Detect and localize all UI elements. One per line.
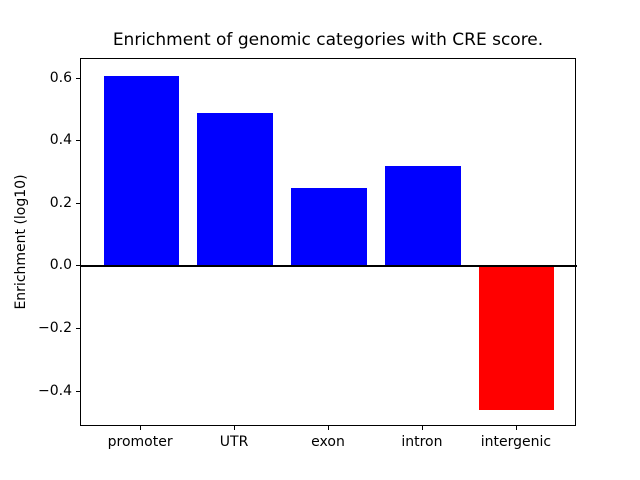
- x-tick-label-exon: exon: [311, 434, 345, 450]
- bar-intergenic: [479, 266, 555, 411]
- x-tick-mark: [234, 426, 236, 430]
- x-tick-mark: [421, 426, 423, 430]
- bar-intron: [385, 166, 461, 267]
- y-tick-label: 0.2: [49, 194, 72, 211]
- x-tick-mark: [515, 426, 517, 430]
- bar-promoter: [103, 75, 179, 267]
- y-tick-label: 0.6: [49, 69, 72, 86]
- bar-UTR: [197, 113, 273, 267]
- chart-title: Enrichment of genomic categories with CR…: [112, 30, 544, 50]
- x-tick-label-promoter: promoter: [107, 434, 173, 450]
- bar-exon: [291, 188, 367, 267]
- zero-line: [81, 265, 577, 268]
- y-tick-label: 0.0: [49, 257, 72, 274]
- x-tick-label-UTR: UTR: [219, 434, 249, 450]
- y-tick-mark: [76, 140, 80, 142]
- y-tick-label: −0.4: [38, 382, 72, 399]
- y-tick-label: 0.4: [49, 132, 72, 149]
- x-tick-label-intergenic: intergenic: [480, 434, 552, 450]
- x-tick-mark: [328, 426, 329, 430]
- y-tick-mark: [76, 265, 80, 267]
- y-tick-mark: [76, 77, 80, 79]
- plot-area: [80, 58, 577, 426]
- y-axis-label: Enrichment (log10): [13, 174, 29, 310]
- y-tick-mark: [76, 202, 80, 204]
- y-tick-mark: [76, 327, 80, 329]
- x-tick-label-intron: intron: [401, 434, 443, 450]
- x-tick-mark: [140, 426, 142, 430]
- y-tick-mark: [76, 390, 80, 392]
- y-tick-label: −0.2: [38, 319, 72, 336]
